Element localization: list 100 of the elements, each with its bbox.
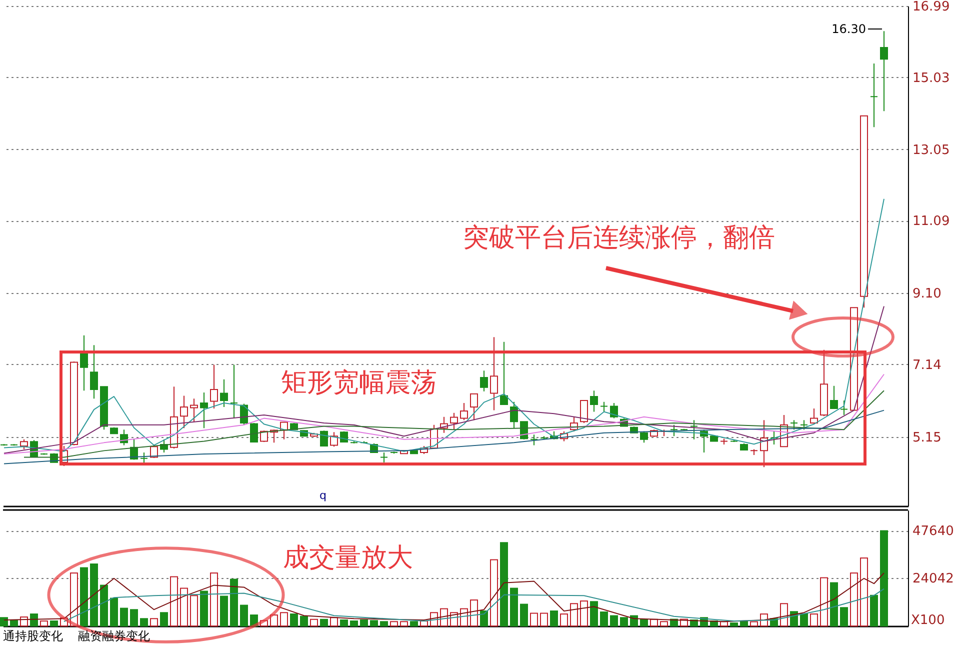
candlestick xyxy=(670,424,678,437)
annotation: 突破平台后连续涨停，翻倍 xyxy=(463,223,775,253)
bar xyxy=(520,604,528,626)
annotation: 成交量放大 xyxy=(283,543,413,573)
bar xyxy=(860,558,868,626)
candlestick xyxy=(140,452,148,464)
text: 融资融券变化 xyxy=(78,629,150,643)
bar xyxy=(200,590,208,626)
bar xyxy=(40,620,48,626)
candlestick xyxy=(20,438,28,450)
bar xyxy=(610,615,618,626)
bar xyxy=(470,600,478,626)
candlestick xyxy=(590,390,598,412)
bar xyxy=(390,621,398,626)
annotation: 矩形宽幅震荡 xyxy=(281,368,437,398)
bar xyxy=(580,600,588,626)
bar xyxy=(340,620,348,626)
candlestick xyxy=(610,402,618,419)
candlestick xyxy=(600,401,608,412)
bar xyxy=(110,598,118,626)
y-tick-label: 7.14 xyxy=(912,358,942,373)
y-tick-label: 9.10 xyxy=(912,286,942,302)
bar xyxy=(80,567,88,626)
bar xyxy=(530,612,538,626)
bar xyxy=(150,618,158,626)
bar xyxy=(370,620,378,626)
y-tick-label: 13.05 xyxy=(912,142,950,158)
bar xyxy=(840,607,848,626)
bar xyxy=(140,618,148,626)
bar xyxy=(270,614,278,626)
bar xyxy=(130,609,138,626)
bar xyxy=(660,621,668,626)
candlestick xyxy=(690,420,698,440)
candlestick xyxy=(800,420,808,430)
bar xyxy=(180,588,188,626)
bar xyxy=(100,584,108,626)
bar xyxy=(330,617,338,626)
bar xyxy=(350,620,358,626)
y-tick-label: 24042 xyxy=(912,571,954,586)
bar xyxy=(0,617,8,626)
bar xyxy=(750,621,758,626)
bar xyxy=(160,612,168,626)
bar xyxy=(560,614,568,626)
candlestick xyxy=(200,392,208,429)
bar xyxy=(540,612,548,626)
bar xyxy=(400,621,408,626)
y-tick-label: 47640 xyxy=(912,524,954,540)
bar xyxy=(480,610,488,626)
candlestick xyxy=(380,452,388,463)
candlestick xyxy=(580,400,588,424)
candlestick xyxy=(190,398,198,422)
bar xyxy=(190,595,198,626)
candlestick xyxy=(470,393,478,421)
bar xyxy=(410,621,418,626)
text: X100 xyxy=(911,613,945,628)
y-tick-label: 5.15 xyxy=(912,430,942,446)
candlestick xyxy=(320,430,328,446)
bar xyxy=(120,608,128,626)
text: 通持股变化 xyxy=(3,629,63,643)
candlestick xyxy=(220,378,228,408)
bar xyxy=(490,559,498,626)
bar xyxy=(90,564,98,626)
bar xyxy=(570,603,578,626)
candlestick xyxy=(490,336,498,411)
candlestick xyxy=(810,408,818,424)
y-tick-label: 11.09 xyxy=(912,214,950,230)
bar xyxy=(780,603,788,626)
bar xyxy=(280,612,288,626)
annotation: q xyxy=(320,489,326,502)
bar xyxy=(640,618,648,626)
candlestick xyxy=(880,30,888,112)
bar xyxy=(650,618,658,626)
candlestick xyxy=(830,385,838,409)
bar xyxy=(850,572,858,626)
candlestick xyxy=(510,401,518,429)
bar xyxy=(730,622,738,626)
line-series xyxy=(4,306,884,454)
bar xyxy=(290,614,298,626)
line-series xyxy=(4,410,884,464)
candlestick xyxy=(90,344,98,400)
candlestick xyxy=(530,434,538,446)
bar xyxy=(810,614,818,626)
line-series xyxy=(4,572,884,622)
candlestick xyxy=(330,432,338,448)
bar xyxy=(240,604,248,626)
candlestick xyxy=(840,400,848,416)
candlestick xyxy=(180,395,188,429)
bar xyxy=(210,572,218,626)
bar xyxy=(10,620,18,626)
candlestick xyxy=(790,420,798,430)
bar xyxy=(380,621,388,626)
bar xyxy=(30,614,38,626)
bar xyxy=(510,588,518,626)
candlestick xyxy=(230,364,238,419)
bar xyxy=(800,614,808,626)
y-tick-label: 16.99 xyxy=(912,0,950,14)
candlestick xyxy=(210,364,218,409)
candlestick xyxy=(870,62,878,128)
candlestick xyxy=(460,402,468,421)
bar xyxy=(300,616,308,626)
